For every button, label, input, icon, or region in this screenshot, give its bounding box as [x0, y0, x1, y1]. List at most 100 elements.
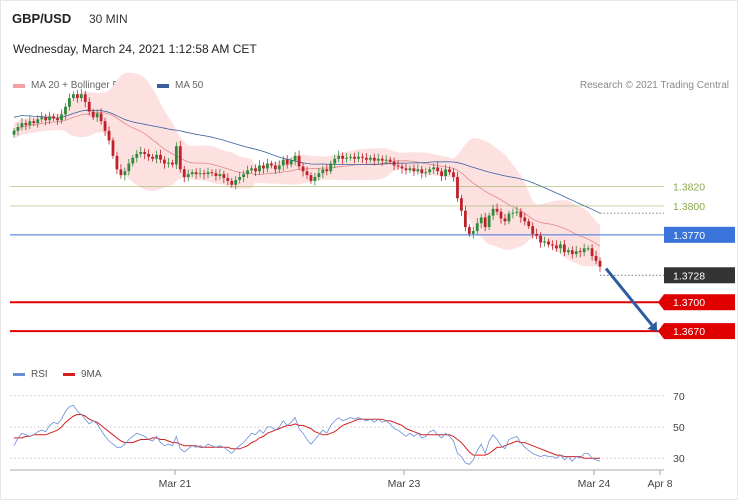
candle-body	[364, 157, 368, 160]
resistance-label-1: 1.3800	[673, 201, 705, 213]
candle-body	[214, 173, 218, 177]
candle-body	[408, 168, 412, 171]
legend-9ma: 9MA	[63, 369, 102, 380]
candle-body	[297, 155, 301, 167]
candle-body	[107, 130, 111, 141]
candle-body	[127, 163, 131, 172]
candle-body	[396, 165, 400, 167]
candle-body	[238, 177, 242, 180]
resistance-label-0: 1.3820	[673, 182, 705, 194]
candle-body	[48, 116, 52, 121]
candle-body	[325, 169, 329, 172]
candle-body	[555, 245, 558, 249]
candle-body	[103, 121, 107, 131]
price-levels: 1.3820 1.3800 1.3770 1.3728 1.3700 1.3670	[10, 182, 735, 340]
candle-body	[337, 155, 341, 159]
candlesticks	[12, 89, 602, 272]
candle-body	[507, 213, 511, 222]
candle-body	[539, 235, 543, 243]
candle-body	[452, 172, 455, 178]
candle-body	[582, 248, 586, 253]
candle-body	[269, 163, 273, 166]
candle-body	[174, 146, 178, 165]
candle-body	[281, 159, 285, 166]
ma20-swatch	[13, 83, 25, 88]
candle-body	[349, 156, 352, 158]
pivot-label: 1.3770	[673, 230, 705, 242]
rsi-tick-70: 70	[673, 391, 685, 403]
candle-body	[190, 172, 194, 175]
ma9-swatch	[63, 373, 75, 376]
candle-body	[83, 94, 87, 102]
candle-body	[71, 94, 75, 99]
candle-body	[515, 211, 519, 213]
candle-body	[218, 174, 222, 177]
candle-body	[495, 208, 499, 212]
candle-body	[566, 250, 570, 253]
datetime-label: Wednesday, March 24, 2021 1:12:58 AM CET	[13, 42, 257, 56]
x-axis: Mar 21 Mar 23 Mar 24 Apr 8	[10, 469, 673, 490]
candle-body	[321, 169, 325, 174]
candle-body	[226, 178, 230, 181]
rsi-panel: 70 50 30	[10, 391, 685, 465]
forecast-arrow	[604, 267, 658, 332]
candle-body	[167, 162, 170, 164]
candle-body	[16, 126, 20, 131]
candle-body	[511, 212, 515, 214]
candle-body	[56, 118, 59, 121]
candle-body	[301, 166, 305, 172]
candle-body	[384, 159, 388, 161]
ma50-swatch	[157, 83, 169, 88]
candle-body	[392, 161, 396, 166]
candle-body	[28, 121, 32, 126]
candle-body	[440, 171, 444, 177]
candle-body	[313, 177, 317, 181]
copyright-label: Research © 2021 Trading Central	[579, 80, 729, 91]
x-tick-label-2: Mar 24	[578, 478, 611, 490]
legend-ma50-label: MA 50	[175, 80, 204, 91]
rsi-swatch	[13, 373, 25, 376]
candle-body	[159, 154, 162, 160]
candle-body	[273, 165, 277, 170]
candle-body	[535, 233, 539, 236]
candle-body	[262, 165, 265, 169]
candle-body	[250, 168, 253, 171]
candle-body	[559, 244, 562, 249]
candle-body	[586, 248, 590, 250]
candle-body	[519, 211, 523, 218]
candle-body	[594, 256, 598, 261]
legend-ma50: MA 50	[157, 80, 203, 91]
candle-body	[115, 155, 119, 170]
candle-body	[471, 230, 475, 234]
candle-body	[119, 169, 123, 176]
candle-body	[305, 171, 309, 176]
candle-body	[151, 156, 154, 159]
candle-body	[341, 155, 345, 159]
candle-body	[44, 117, 48, 121]
candle-body	[178, 146, 182, 170]
candle-body	[424, 172, 428, 174]
candle-body	[222, 174, 226, 178]
candle-body	[194, 172, 198, 175]
candle-body	[368, 157, 372, 160]
candle-body	[547, 241, 550, 245]
candle-body	[357, 156, 360, 159]
candle-body	[578, 251, 582, 253]
legend-ma20-label: MA 20 + Bollinger Bands	[31, 80, 141, 91]
x-tick-label-1: Mar 23	[388, 478, 421, 490]
support-label-4: 1.3700	[673, 297, 705, 309]
timeframe-label: 30 MIN	[89, 12, 128, 26]
candle-body	[289, 160, 293, 165]
rsi-ma-line	[14, 414, 600, 459]
rsi-tick-50: 50	[673, 422, 685, 434]
candle-body	[182, 169, 186, 178]
candle-body	[75, 94, 79, 99]
candle-body	[479, 217, 483, 224]
support-label-box-5	[664, 323, 735, 340]
candle-body	[309, 175, 313, 181]
candle-body	[163, 159, 166, 164]
forecast-arrow-head	[647, 321, 658, 332]
candle-body	[234, 179, 238, 185]
legend-rsi: RSI	[13, 369, 48, 380]
